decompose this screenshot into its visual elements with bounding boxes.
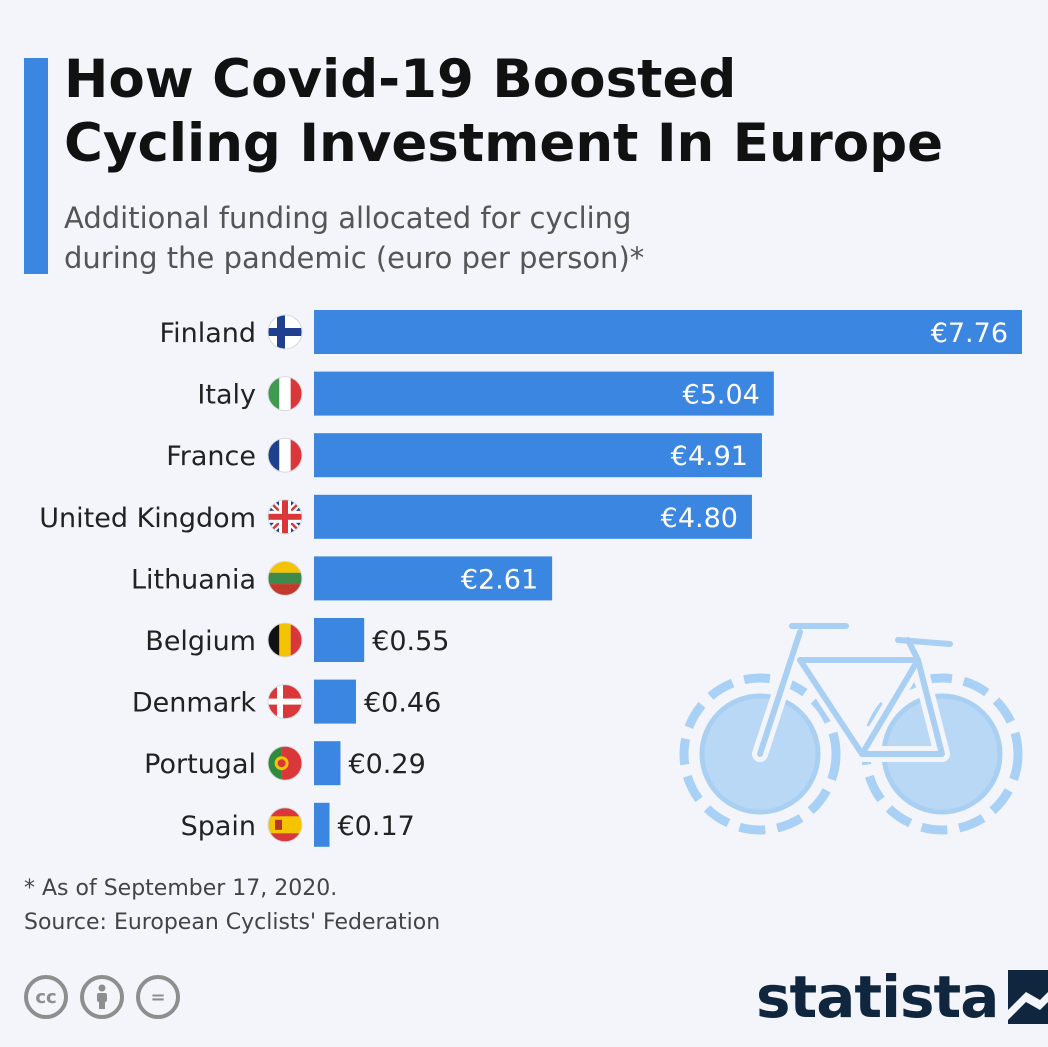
- denmark-flag-icon: [267, 684, 303, 720]
- category-label: Portugal: [144, 749, 256, 780]
- uk-flag-icon: [267, 499, 303, 535]
- data-label: €2.61: [461, 564, 538, 595]
- accent-bar: [24, 58, 48, 274]
- bar-group: Finland €7.76: [160, 310, 1022, 354]
- bar-portugal[interactable]: [314, 741, 341, 786]
- brand-name: statista: [756, 963, 999, 1031]
- category-label: Spain: [181, 811, 256, 842]
- bar-france[interactable]: [314, 433, 762, 478]
- category-label: France: [166, 441, 256, 472]
- by-icon[interactable]: [80, 975, 124, 1019]
- nd-label: =: [150, 986, 166, 1008]
- bar-group: Belgium €0.55: [145, 618, 449, 662]
- data-label: €0.55: [372, 626, 449, 657]
- belgium-flag-icon: [267, 622, 303, 658]
- data-label: €7.76: [931, 318, 1008, 349]
- category-label: United Kingdom: [39, 503, 256, 534]
- footnote-date: * As of September 17, 2020.: [24, 876, 338, 901]
- bicycle-icon: [679, 618, 1023, 835]
- bar-italy[interactable]: [314, 371, 774, 416]
- italy-flag-icon: [267, 376, 303, 412]
- data-label: €5.04: [683, 380, 760, 411]
- cc-icon[interactable]: cc: [24, 975, 68, 1019]
- bar-denmark[interactable]: [314, 679, 356, 724]
- bar-finland[interactable]: [314, 310, 1022, 354]
- bike-frame: [757, 623, 953, 757]
- data-label: €4.91: [671, 441, 748, 472]
- category-label: Italy: [197, 380, 256, 411]
- bar-lithuania[interactable]: [314, 556, 553, 601]
- portugal-flag-icon: [267, 745, 303, 781]
- bar-group: Italy €5.04: [197, 371, 774, 416]
- bar-group: France €4.91: [166, 433, 762, 478]
- bar-group: United Kingdom €4.80: [39, 494, 752, 539]
- spain-flag-icon: [267, 807, 303, 843]
- wheel-motion-ring: [679, 673, 841, 835]
- statista-logo[interactable]: statista: [756, 962, 1048, 1032]
- nd-icon[interactable]: =: [136, 975, 180, 1019]
- finland-flag-icon: [267, 314, 303, 350]
- france-flag-icon: [267, 437, 303, 473]
- data-label: €4.80: [661, 503, 738, 534]
- category-label: Denmark: [132, 688, 256, 719]
- category-label: Belgium: [145, 626, 256, 657]
- source-text: Source: European Cyclists' Federation: [24, 910, 441, 935]
- bar-group: Spain €0.17: [181, 802, 415, 847]
- bar-spain[interactable]: [314, 802, 330, 847]
- data-label: €0.29: [348, 749, 425, 780]
- lithuania-flag-icon: [267, 560, 303, 596]
- statista-logo-icon: [1008, 970, 1048, 1024]
- chart-title: How Covid-19 Boosted Cycling Investment …: [64, 49, 944, 174]
- category-label: Finland: [160, 318, 256, 349]
- chart-subtitle: Additional funding allocated for cycling…: [64, 201, 645, 275]
- footnote: * As of September 17, 2020. Source: Euro…: [24, 872, 440, 940]
- license-icons: cc =: [24, 975, 180, 1019]
- data-label: €0.17: [338, 811, 415, 842]
- cc-label: cc: [35, 986, 57, 1008]
- bar-united-kingdom[interactable]: [314, 494, 752, 539]
- category-label: Lithuania: [131, 564, 256, 595]
- bar-group: Denmark €0.46: [132, 679, 441, 724]
- bar-belgium[interactable]: [314, 618, 365, 662]
- person-icon: [97, 984, 107, 1009]
- data-label: €0.46: [364, 688, 441, 719]
- bar-group: Portugal €0.29: [144, 741, 426, 786]
- bar-group: Lithuania €2.61: [131, 556, 553, 601]
